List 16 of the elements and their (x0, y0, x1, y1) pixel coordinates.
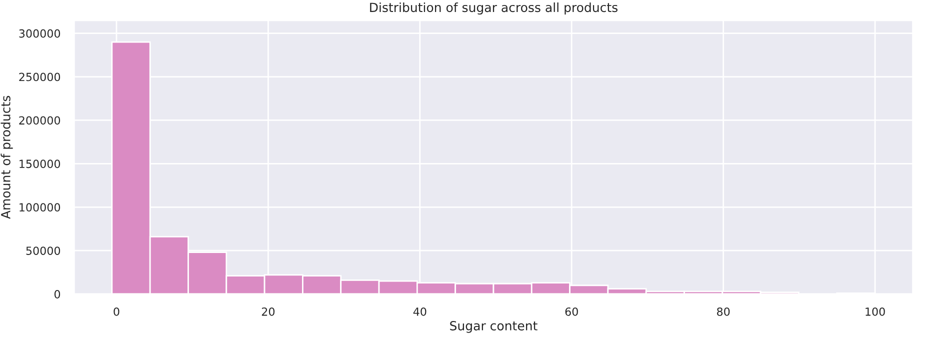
y-axis-title: Amount of products (0, 96, 13, 219)
x-axis-title: Sugar content (450, 321, 538, 333)
y-tick-label: 300000 (19, 29, 60, 38)
y-tick-label: 150000 (20, 160, 60, 168)
x-tick-label: 20 (262, 307, 275, 316)
y-tick-label: 250000 (19, 72, 60, 82)
x-tick-label: 100 (866, 307, 885, 316)
y-tick-label: 0 (54, 290, 60, 298)
chart-title: Distribution of sugar across all products (370, 2, 618, 15)
y-tick-label: 50000 (26, 246, 60, 255)
x-tick-label: 60 (565, 307, 578, 316)
x-tick-label: 0 (114, 307, 120, 316)
x-tick-label: 40 (413, 307, 426, 316)
x-tick-label: 80 (717, 307, 730, 316)
y-tick-label: 100000 (20, 203, 60, 212)
y-tick-label: 200000 (19, 116, 60, 125)
